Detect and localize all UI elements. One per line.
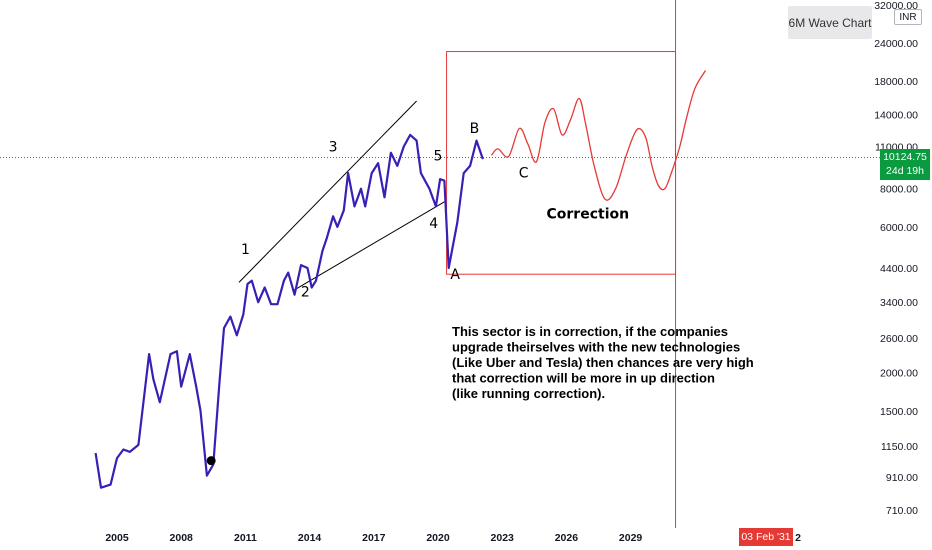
y-tick-label: 710.00 [886, 505, 918, 517]
y-tick-label: 2000.00 [880, 368, 918, 380]
chart-title-badge: 6M Wave Chart [788, 6, 872, 39]
wave-labels: 1 2 3 4 5 A B C Correction [241, 121, 629, 301]
wave-label-2: 2 [301, 285, 310, 301]
y-axis-ticks: 32000.0024000.0018000.0014000.0011000.00… [874, 0, 918, 517]
y-tick-label: 910.00 [886, 472, 918, 484]
y-tick-label: 24000.00 [874, 38, 918, 50]
x-tick-label: 2029 [619, 532, 643, 544]
y-tick-label: 8000.00 [880, 184, 918, 196]
x-tick-label: 2005 [105, 532, 129, 544]
y-tick-label: 3400.00 [880, 297, 918, 309]
y-tick-label: 4400.00 [880, 263, 918, 275]
wave-label-a: A [450, 267, 460, 283]
x-tick-label: 2008 [170, 532, 194, 544]
wave-label-4: 4 [429, 216, 438, 232]
trendlines [238, 100, 445, 292]
x-tick-label: 2014 [298, 532, 322, 544]
last-price-value: 10124.75 [883, 151, 927, 163]
wave-label-3: 3 [329, 139, 338, 155]
last-price-tag: 10124.75 24d 19h [880, 149, 930, 180]
note-line: (Like Uber and Tesla) then chances are v… [452, 355, 754, 370]
x-axis-ticks: 2005200820112014201720202023202620292203… [105, 532, 801, 544]
y-tick-label: 14000.00 [874, 109, 918, 121]
y-tick-label: 6000.00 [880, 222, 918, 234]
low-marker-point [206, 456, 216, 466]
x-tick-label: 2023 [491, 532, 515, 544]
wave-label-b: B [470, 121, 480, 137]
y-tick-label: 1500.00 [880, 406, 918, 418]
note-line: that correction will be more in up direc… [452, 371, 715, 386]
note-line: upgrade theirselves with the new technol… [452, 340, 740, 355]
correction-box [446, 51, 677, 275]
price-series-line [94, 133, 484, 489]
wave-label-c: C [519, 166, 529, 182]
x-tick-label: 2011 [234, 532, 257, 544]
note-line: (like running correction). [452, 386, 605, 401]
y-tick-label: 2600.00 [880, 333, 918, 345]
last-price-countdown: 24d 19h [886, 165, 924, 177]
wave-label-5: 5 [434, 148, 443, 164]
x-tick-label: 2017 [362, 532, 386, 544]
wave-label-1: 1 [241, 242, 250, 258]
chart-note: This sector is in correction, if the com… [452, 324, 754, 401]
note-line: This sector is in correction, if the com… [452, 324, 728, 339]
crosshair-date-tag: 03 Feb '31 [739, 528, 793, 546]
projection-series-line [491, 70, 707, 201]
trendline-2 [292, 201, 445, 292]
currency-badge[interactable]: INR [894, 9, 922, 25]
trendline-1 [238, 100, 417, 283]
correction-rectangle [446, 51, 677, 275]
x-tick-label: 2020 [426, 532, 450, 544]
y-tick-label: 18000.00 [874, 76, 918, 88]
y-tick-label: 1150.00 [881, 441, 918, 453]
x-tick-label-partial: 2 [795, 532, 801, 544]
x-tick-label: 2026 [555, 532, 579, 544]
wave-label-correction: Correction [547, 206, 630, 222]
